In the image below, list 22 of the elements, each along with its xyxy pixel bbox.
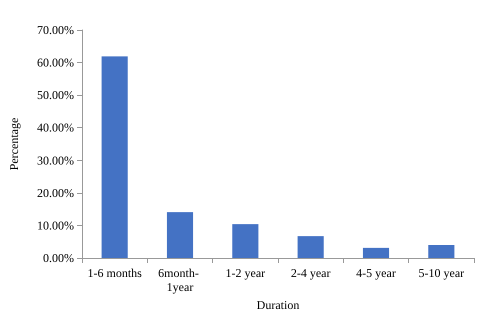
bar xyxy=(232,224,258,258)
x-tick-label: 5-10 year xyxy=(418,266,464,280)
y-tick-label: 0.00% xyxy=(43,251,74,265)
bar xyxy=(102,56,128,258)
y-tick-label: 20.00% xyxy=(37,186,74,200)
y-tick-label: 70.00% xyxy=(37,23,74,37)
y-tick-label: 50.00% xyxy=(37,88,74,102)
bar xyxy=(362,248,390,258)
x-tick-label: 6month- 1year xyxy=(158,266,202,294)
y-tick-label: 40.00% xyxy=(37,120,74,135)
x-tick-label: 2-4 year xyxy=(290,266,330,280)
x-tick-label: 1-2 year xyxy=(226,266,266,280)
y-tick-label: 60.00% xyxy=(37,56,74,70)
y-tick-label: 10.00% xyxy=(37,218,74,232)
y-axis-title: Percentage xyxy=(7,118,21,170)
y-tick-label: 30.00% xyxy=(37,153,74,168)
x-axis-title: Duration xyxy=(256,298,300,312)
bar xyxy=(166,212,194,258)
x-tick-label: 1-6 months xyxy=(87,266,142,280)
x-tick-label: 4-5 year xyxy=(356,266,396,280)
bar xyxy=(298,236,324,258)
bar xyxy=(428,244,454,258)
